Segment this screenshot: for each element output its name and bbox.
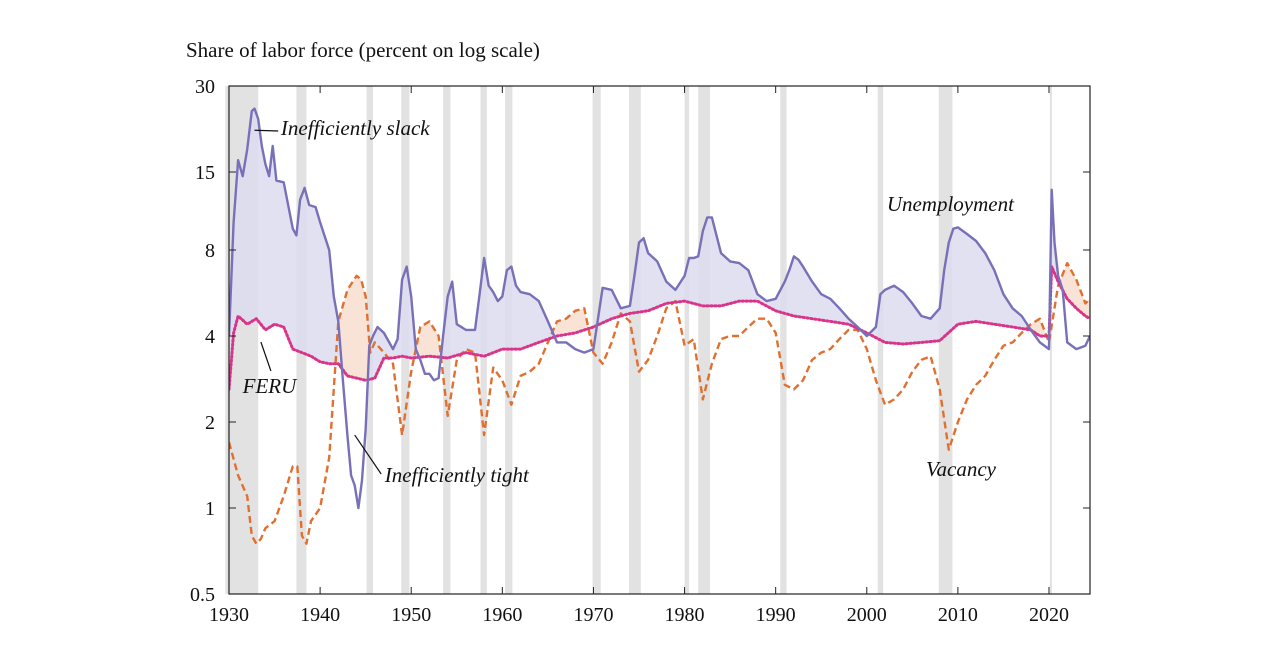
recession-band-11 xyxy=(780,86,787,594)
recession-band-9 xyxy=(684,86,690,594)
y-tick-label: 2 xyxy=(205,412,215,434)
plot-border xyxy=(228,85,1091,595)
axis-ticks: 0.5 1 2 4 8 15 30 1930 1940 1950 1960 1970 1980 1990 2… xyxy=(190,76,1090,626)
annotation-vacancy: Vacancy xyxy=(926,457,997,481)
leader-inefficiently-slack xyxy=(254,129,279,132)
y-tick-label: 4 xyxy=(205,326,215,348)
series-lines xyxy=(229,107,1090,545)
x-tick-label: 1980 xyxy=(665,604,705,626)
x-tick-label: 1990 xyxy=(756,604,796,626)
annotation-inefficiently-tight: Inefficiently tight xyxy=(384,463,530,487)
x-tick-label: 1930 xyxy=(209,604,249,626)
x-tick-label: 1960 xyxy=(482,604,522,626)
annotation-inefficiently-slack: Inefficiently slack xyxy=(280,116,430,140)
y-tick-label: 15 xyxy=(195,162,215,184)
y-tick-label: 1 xyxy=(205,498,215,520)
x-tick-label: 1970 xyxy=(573,604,613,626)
x-tick-label: 2000 xyxy=(847,604,887,626)
y-tick-label: 0.5 xyxy=(190,584,215,606)
annotation-unemployment: Unemployment xyxy=(887,192,1015,216)
unemployment-line xyxy=(229,107,1090,510)
y-tick-label: 8 xyxy=(205,240,215,262)
recession-band-10 xyxy=(698,86,711,594)
y-axis-title: Share of labor force (percent on log sca… xyxy=(186,38,540,62)
x-tick-label: 1940 xyxy=(300,604,340,626)
x-tick-label: 2010 xyxy=(938,604,978,626)
recession-band-7 xyxy=(592,86,601,594)
leader-inefficiently-tight xyxy=(354,434,382,475)
recession-band-14 xyxy=(1049,86,1052,594)
tight-fill-5 xyxy=(553,308,594,350)
slack-fill-0 xyxy=(229,108,340,390)
slack-fill-4 xyxy=(441,258,554,358)
tight-fill-1 xyxy=(339,275,371,381)
plot-frame xyxy=(228,85,1091,595)
annotation-feru: FERU xyxy=(242,374,298,398)
x-tick-label: 2020 xyxy=(1029,604,1069,626)
tight-fill-3 xyxy=(416,321,442,358)
annotations: Inefficiently slack FERU Inefficiently tig… xyxy=(242,116,1015,487)
vacancy-line xyxy=(229,261,1090,545)
x-tick-label: 1950 xyxy=(391,604,431,626)
feru-line xyxy=(229,265,1090,391)
gap-fills xyxy=(229,108,1090,390)
recession-band-13 xyxy=(938,86,953,594)
tight-fill-9 xyxy=(1059,263,1090,319)
y-tick-label: 30 xyxy=(195,76,215,98)
leader-feru xyxy=(260,341,272,372)
recession-band-8 xyxy=(628,86,641,594)
